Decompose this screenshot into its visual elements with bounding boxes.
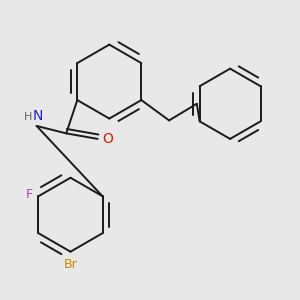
Text: H: H (24, 112, 33, 122)
Text: F: F (26, 188, 33, 201)
Text: O: O (102, 132, 113, 146)
Text: N: N (32, 109, 43, 123)
Text: Br: Br (64, 258, 77, 271)
